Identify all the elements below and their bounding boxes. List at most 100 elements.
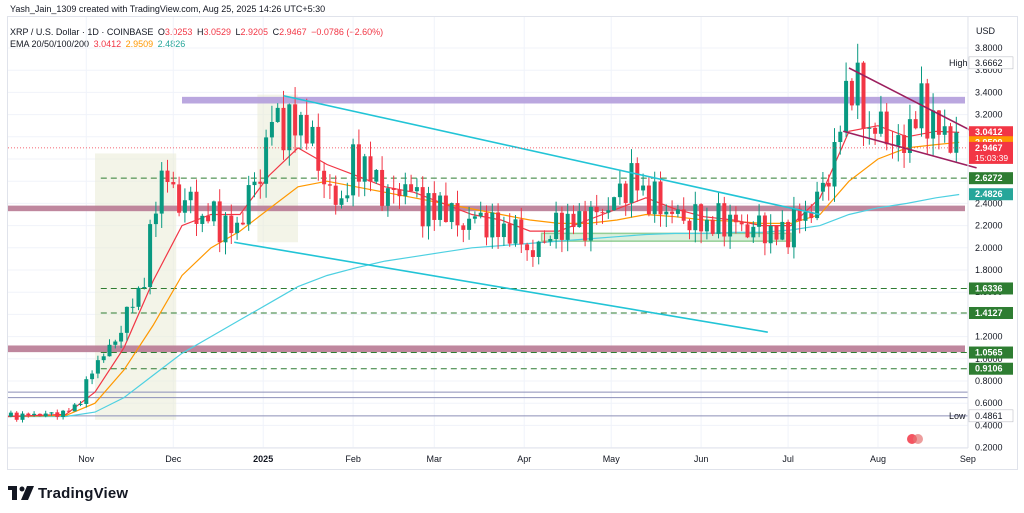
- candle-body: [14, 412, 19, 420]
- candle-body: [217, 201, 222, 243]
- y-tick-label: 2.2000: [975, 221, 1003, 231]
- candle-body: [884, 111, 889, 145]
- price-label-value: 3.6662: [975, 58, 1003, 68]
- candle-body: [681, 209, 686, 221]
- trendline: [283, 94, 821, 216]
- ohlc-change: −0.0786 (−2.60%): [311, 27, 384, 37]
- trendline: [234, 241, 768, 333]
- candle-body: [809, 211, 814, 219]
- candle-body: [188, 191, 193, 201]
- candle-body: [507, 223, 512, 244]
- y-tick-label: 0.4000: [975, 420, 1003, 430]
- price-label-box: [969, 282, 1013, 295]
- ema100-line: [8, 193, 960, 418]
- candle-body: [617, 183, 622, 198]
- candle-body: [66, 410, 71, 412]
- tradingview-logo-text: TradingView: [38, 484, 129, 502]
- y-tick-label: 1.2000: [975, 332, 1003, 342]
- candle-body: [675, 209, 680, 214]
- candle-body: [577, 211, 582, 228]
- x-tick-label: Mar: [427, 454, 443, 464]
- candle-body: [606, 210, 611, 213]
- candle-body: [211, 201, 216, 222]
- candle-body: [20, 413, 25, 420]
- price-label-value: 3.0412: [975, 127, 1003, 137]
- candle-body: [896, 135, 901, 146]
- ema50-value: 2.9509: [125, 39, 154, 49]
- candle-body: [664, 211, 669, 215]
- candle-body: [751, 226, 756, 238]
- candle-body: [90, 373, 95, 380]
- candle-body: [687, 220, 692, 231]
- candle-body: [728, 214, 733, 237]
- ema-legend[interactable]: EMA 20/50/100/200 3.0412 2.9509 2.4826: [10, 39, 185, 49]
- price-label-box: [969, 362, 1013, 375]
- trendline: [848, 67, 977, 135]
- candle-body: [861, 62, 866, 129]
- ohlc-high-label: H: [196, 27, 204, 37]
- candle-body: [815, 191, 820, 219]
- candle-body: [699, 204, 704, 232]
- candle-body: [107, 344, 112, 357]
- y-tick-label: 0.6000: [975, 398, 1003, 408]
- candle-body: [548, 238, 553, 242]
- price-label-box: [969, 346, 1013, 359]
- candle-body: [600, 212, 605, 214]
- candle-body: [612, 197, 617, 211]
- ohlc-close: 2.9467: [279, 27, 307, 37]
- candle-body: [936, 110, 941, 135]
- x-tick-label: Jun: [694, 454, 709, 464]
- candle-body: [867, 127, 872, 129]
- candle-body: [716, 203, 721, 234]
- candle-body: [826, 182, 831, 187]
- candle-body: [101, 356, 106, 361]
- candle-body: [757, 215, 762, 227]
- candle-body: [658, 181, 663, 215]
- candle-body: [391, 188, 396, 190]
- price-label-countdown: 15:03:39: [975, 153, 1008, 163]
- candle-body: [467, 218, 472, 230]
- candle-body: [113, 341, 118, 345]
- candle-body: [327, 184, 332, 186]
- candle-body: [948, 126, 953, 153]
- candle-body: [530, 250, 535, 257]
- ohlc-high: 3.0529: [203, 27, 231, 37]
- candle-body: [670, 211, 675, 214]
- candle-body: [264, 137, 269, 184]
- price-label-caption: High: [949, 58, 968, 68]
- candle-body: [432, 193, 437, 220]
- candle-body: [333, 185, 338, 205]
- candle-body: [565, 213, 570, 240]
- symbol-legend[interactable]: XRP / U.S. Dollar · 1D · COINBASE O3.025…: [10, 27, 383, 37]
- candle-body: [61, 410, 66, 417]
- candle-body: [722, 203, 727, 237]
- candle-body: [380, 169, 385, 206]
- candle-body: [130, 306, 135, 308]
- candle-body: [472, 216, 477, 219]
- candle-body: [356, 144, 361, 182]
- candle-body: [704, 219, 709, 232]
- y-tick-label: 0.8000: [975, 376, 1003, 386]
- symbol-name: XRP / U.S. Dollar · 1D · COINBASE: [10, 27, 154, 37]
- candle-body: [913, 119, 918, 129]
- candle-body: [368, 156, 373, 182]
- price-label-value: 0.4861: [975, 411, 1003, 421]
- candle-body: [310, 126, 315, 144]
- candle-body: [513, 219, 518, 244]
- candle-body: [159, 170, 164, 214]
- zone-band: [8, 345, 965, 353]
- candle-body: [136, 287, 141, 307]
- candle-body: [496, 212, 501, 238]
- candle-body: [153, 213, 158, 225]
- candle-body: [478, 212, 483, 217]
- candle-body: [525, 244, 530, 251]
- candle-body: [26, 413, 31, 416]
- y-tick-label: 0.2000: [975, 443, 1003, 453]
- price-label-box: [968, 56, 1014, 70]
- ohlc-low: 2.9205: [240, 27, 269, 37]
- candle-body: [438, 195, 443, 220]
- y-tick-label: 2.4000: [975, 198, 1003, 208]
- candle-body: [455, 203, 460, 226]
- candle-body: [832, 142, 837, 187]
